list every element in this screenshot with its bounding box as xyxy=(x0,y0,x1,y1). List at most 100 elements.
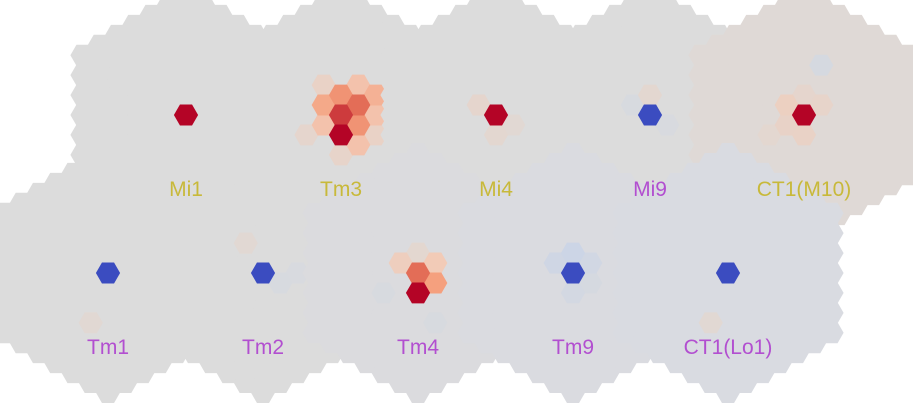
hex-cell xyxy=(843,14,868,36)
hex-cell xyxy=(664,352,689,374)
hex-cell xyxy=(302,262,327,284)
hex-cell xyxy=(156,154,181,176)
hex-cell xyxy=(826,24,851,46)
hex-cell xyxy=(113,232,138,254)
hex-cell xyxy=(551,114,576,136)
hex-cell xyxy=(774,14,799,36)
hex-cell xyxy=(139,4,164,26)
hex-cell xyxy=(440,362,465,384)
hex-cell xyxy=(750,362,775,384)
hex-cell xyxy=(740,14,765,36)
hex-cell xyxy=(371,182,396,204)
hex-cell xyxy=(328,144,354,166)
hex-cell xyxy=(578,332,603,354)
hex-cell xyxy=(302,322,327,344)
hex-cell xyxy=(336,302,362,324)
hex-cell xyxy=(311,74,336,96)
hex-cell xyxy=(774,114,799,136)
hex-cell xyxy=(715,322,741,344)
hex-cell xyxy=(629,272,654,294)
hex-cell xyxy=(534,44,559,66)
hex-cell xyxy=(551,34,576,56)
hex-cell xyxy=(432,134,457,156)
hex-cell xyxy=(78,312,103,334)
hex-cell xyxy=(181,282,207,304)
hex-cell xyxy=(423,252,448,274)
hex-cell xyxy=(509,172,534,194)
hex-cell xyxy=(595,342,620,364)
hex-cell xyxy=(9,232,34,254)
hex-cell xyxy=(474,252,499,274)
hex-cell xyxy=(440,302,465,324)
hex-cell xyxy=(784,282,810,304)
hex-cell xyxy=(620,34,645,56)
hex-cell xyxy=(346,94,371,116)
hex-cell xyxy=(819,262,844,284)
hex-cell xyxy=(784,182,810,204)
hex-cell xyxy=(397,114,422,136)
hex-cell xyxy=(750,282,775,304)
hex-cell xyxy=(809,174,834,196)
hex-cell xyxy=(878,34,903,56)
hex-cell xyxy=(457,172,482,194)
hex-cell xyxy=(199,272,224,294)
hex-cell xyxy=(208,64,233,86)
hex-cell xyxy=(122,134,147,156)
hex-cell xyxy=(319,332,344,354)
hex-cell xyxy=(191,54,216,76)
hex-cell xyxy=(809,74,834,96)
hex-cell xyxy=(501,0,526,16)
hex-cell xyxy=(216,302,241,324)
hex-cell xyxy=(156,54,181,76)
hex-cell xyxy=(826,184,851,206)
hex-cell xyxy=(809,0,834,16)
hex-cell xyxy=(164,292,189,314)
hex-cell xyxy=(767,332,792,354)
hex-cell xyxy=(181,262,207,284)
hex-cell xyxy=(259,84,285,106)
hex-cell xyxy=(432,74,457,96)
hex-cell xyxy=(156,0,181,16)
hex-cell xyxy=(302,302,327,324)
hex-cell xyxy=(878,114,903,136)
hex-cell xyxy=(895,124,913,146)
hex-cell xyxy=(104,104,130,126)
hex-cell xyxy=(122,74,147,96)
hex-cell xyxy=(328,124,354,146)
hex-cell xyxy=(672,124,697,146)
hex-cell xyxy=(474,212,499,234)
hex-cell xyxy=(259,64,285,86)
hex-cell xyxy=(664,312,689,334)
hex-cell xyxy=(225,84,250,106)
hex-cell xyxy=(277,134,302,156)
hex-cell xyxy=(526,282,551,304)
hex-cell xyxy=(363,24,388,46)
hex-cell xyxy=(311,34,336,56)
hex-cell xyxy=(371,262,396,284)
hex-cell xyxy=(164,232,189,254)
hex-cell xyxy=(578,172,603,194)
hex-cell xyxy=(432,114,457,136)
hex-cell xyxy=(268,312,293,334)
hex-cell xyxy=(612,222,637,244)
hex-cell xyxy=(767,252,792,274)
hex-cell xyxy=(826,124,851,146)
hex-cell xyxy=(733,312,758,334)
hex-cell xyxy=(750,182,775,204)
hex-cell xyxy=(483,44,509,66)
hex-cell xyxy=(664,292,689,314)
hex-cell xyxy=(733,272,758,294)
hex-cell xyxy=(698,272,723,294)
hex-cell xyxy=(688,64,713,86)
hex-cell xyxy=(319,192,344,214)
hex-cell xyxy=(363,104,388,126)
hex-cell xyxy=(319,252,344,274)
hex-cell xyxy=(733,192,758,214)
hex-cell xyxy=(509,292,534,314)
hex-cell xyxy=(95,302,121,324)
hex-cell xyxy=(268,212,293,234)
hex-cell xyxy=(501,94,526,116)
hex-cell xyxy=(474,232,499,254)
hex-cell xyxy=(698,192,723,214)
hex-cell xyxy=(122,54,147,76)
